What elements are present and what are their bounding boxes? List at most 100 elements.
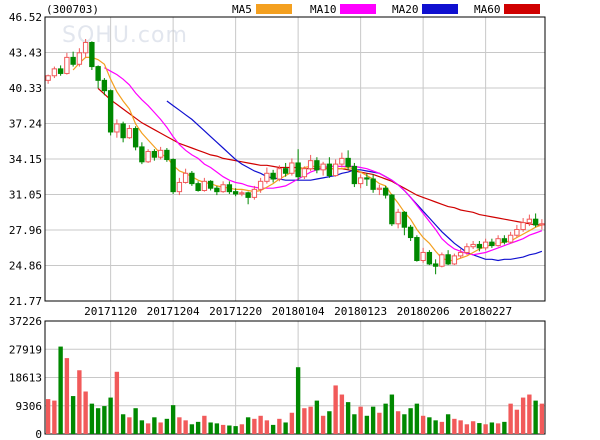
candle-body [239, 192, 245, 195]
price-tick-label: 40.33 [9, 82, 42, 95]
candle-body [320, 163, 326, 171]
volume-bar [245, 417, 251, 434]
date-tick-label: 20180206 [397, 305, 450, 318]
price-tick-label: 31.05 [9, 189, 42, 202]
candle [64, 52, 70, 75]
volume-bar [177, 417, 182, 434]
candle [401, 211, 408, 236]
volume-bar [264, 420, 270, 434]
candle [501, 235, 508, 245]
volume-bar [420, 415, 426, 434]
candle-body [107, 90, 114, 133]
candle [120, 121, 126, 143]
candle-body [295, 162, 301, 178]
candle [326, 157, 333, 178]
volume-bar [314, 400, 320, 434]
candle [445, 250, 451, 266]
volume-bar [64, 358, 70, 434]
candle [539, 219, 545, 230]
candle [432, 259, 439, 275]
candle-body [214, 187, 220, 193]
volume-bar [183, 420, 188, 434]
candle [164, 148, 170, 162]
candle-body [157, 149, 164, 158]
candle-body [476, 243, 483, 249]
candle-body [126, 128, 133, 139]
volume-tick-label: 9306 [16, 400, 43, 413]
legend: MA5 MA10 MA20 MA60 [232, 3, 540, 16]
candle-body [70, 56, 76, 65]
date-tick-label: 20171220 [209, 305, 262, 318]
volume-bar [108, 397, 113, 434]
volume-bar [89, 403, 95, 434]
date-tick-label: 20180123 [334, 305, 387, 318]
volume-bar [158, 422, 163, 434]
candle [176, 177, 183, 196]
candle-body [120, 123, 126, 139]
volume-bar [252, 418, 257, 434]
candle-body [232, 191, 239, 195]
candle [395, 208, 401, 229]
candle [389, 193, 395, 227]
candle [51, 66, 58, 79]
volume-bar [327, 411, 332, 434]
candle-body [57, 68, 64, 74]
price-tick-label: 37.24 [9, 118, 42, 131]
candle [532, 213, 539, 228]
volume-bar [289, 412, 295, 434]
candle [507, 231, 514, 244]
price-tick-label: 27.96 [9, 224, 42, 237]
candle-body [364, 177, 370, 180]
volume-bar [170, 405, 176, 434]
candle-body [432, 263, 439, 267]
volume-bar [339, 394, 345, 434]
candle [482, 238, 489, 251]
price-panel: 46.52 43.43 40.33 37.24 34.15 31.05 27.96 24.86… [9, 11, 546, 318]
volume-bar [539, 403, 545, 434]
candle-body [195, 183, 201, 191]
candle-body [114, 123, 120, 133]
volume-bar [127, 417, 132, 434]
candle [320, 161, 326, 176]
volume-y-axis: 37226 27919 18613 9306 0 [9, 315, 42, 440]
price-tick-label: 43.43 [9, 47, 42, 60]
price-plot-border [44, 16, 546, 302]
volume-bar [333, 385, 338, 434]
candle-body [507, 234, 514, 243]
volume-bar [489, 422, 495, 434]
candle [95, 65, 101, 89]
candle-body [51, 68, 58, 77]
volume-frame [44, 320, 546, 435]
candle [520, 218, 526, 232]
volume-grid [45, 320, 545, 435]
volume-bar [458, 420, 463, 434]
candle-body [501, 238, 508, 243]
candle-body [245, 192, 251, 198]
volume-bar [58, 346, 63, 434]
candle-body [470, 243, 476, 248]
candle-body [95, 66, 101, 81]
volume-bar [345, 402, 351, 434]
date-tick-label: 20171120 [84, 305, 137, 318]
candle [476, 240, 483, 252]
candle [439, 252, 445, 268]
candle-body [145, 150, 151, 163]
candle-body [201, 180, 208, 191]
candle-body [314, 160, 320, 171]
candle [107, 89, 114, 136]
volume-plot-border [44, 320, 546, 435]
candle-body [395, 211, 401, 225]
candle-body [251, 188, 258, 198]
volume-bar [364, 415, 370, 434]
candle-body [445, 254, 451, 265]
candle [332, 159, 339, 177]
legend-label: MA20 [392, 3, 419, 16]
volume-bar [283, 422, 288, 434]
candle-body [139, 146, 145, 163]
candle [276, 165, 283, 182]
candle [207, 180, 214, 191]
candle [195, 181, 201, 192]
volume-bar [495, 423, 501, 434]
candle [301, 166, 308, 180]
candle-body [407, 226, 414, 239]
